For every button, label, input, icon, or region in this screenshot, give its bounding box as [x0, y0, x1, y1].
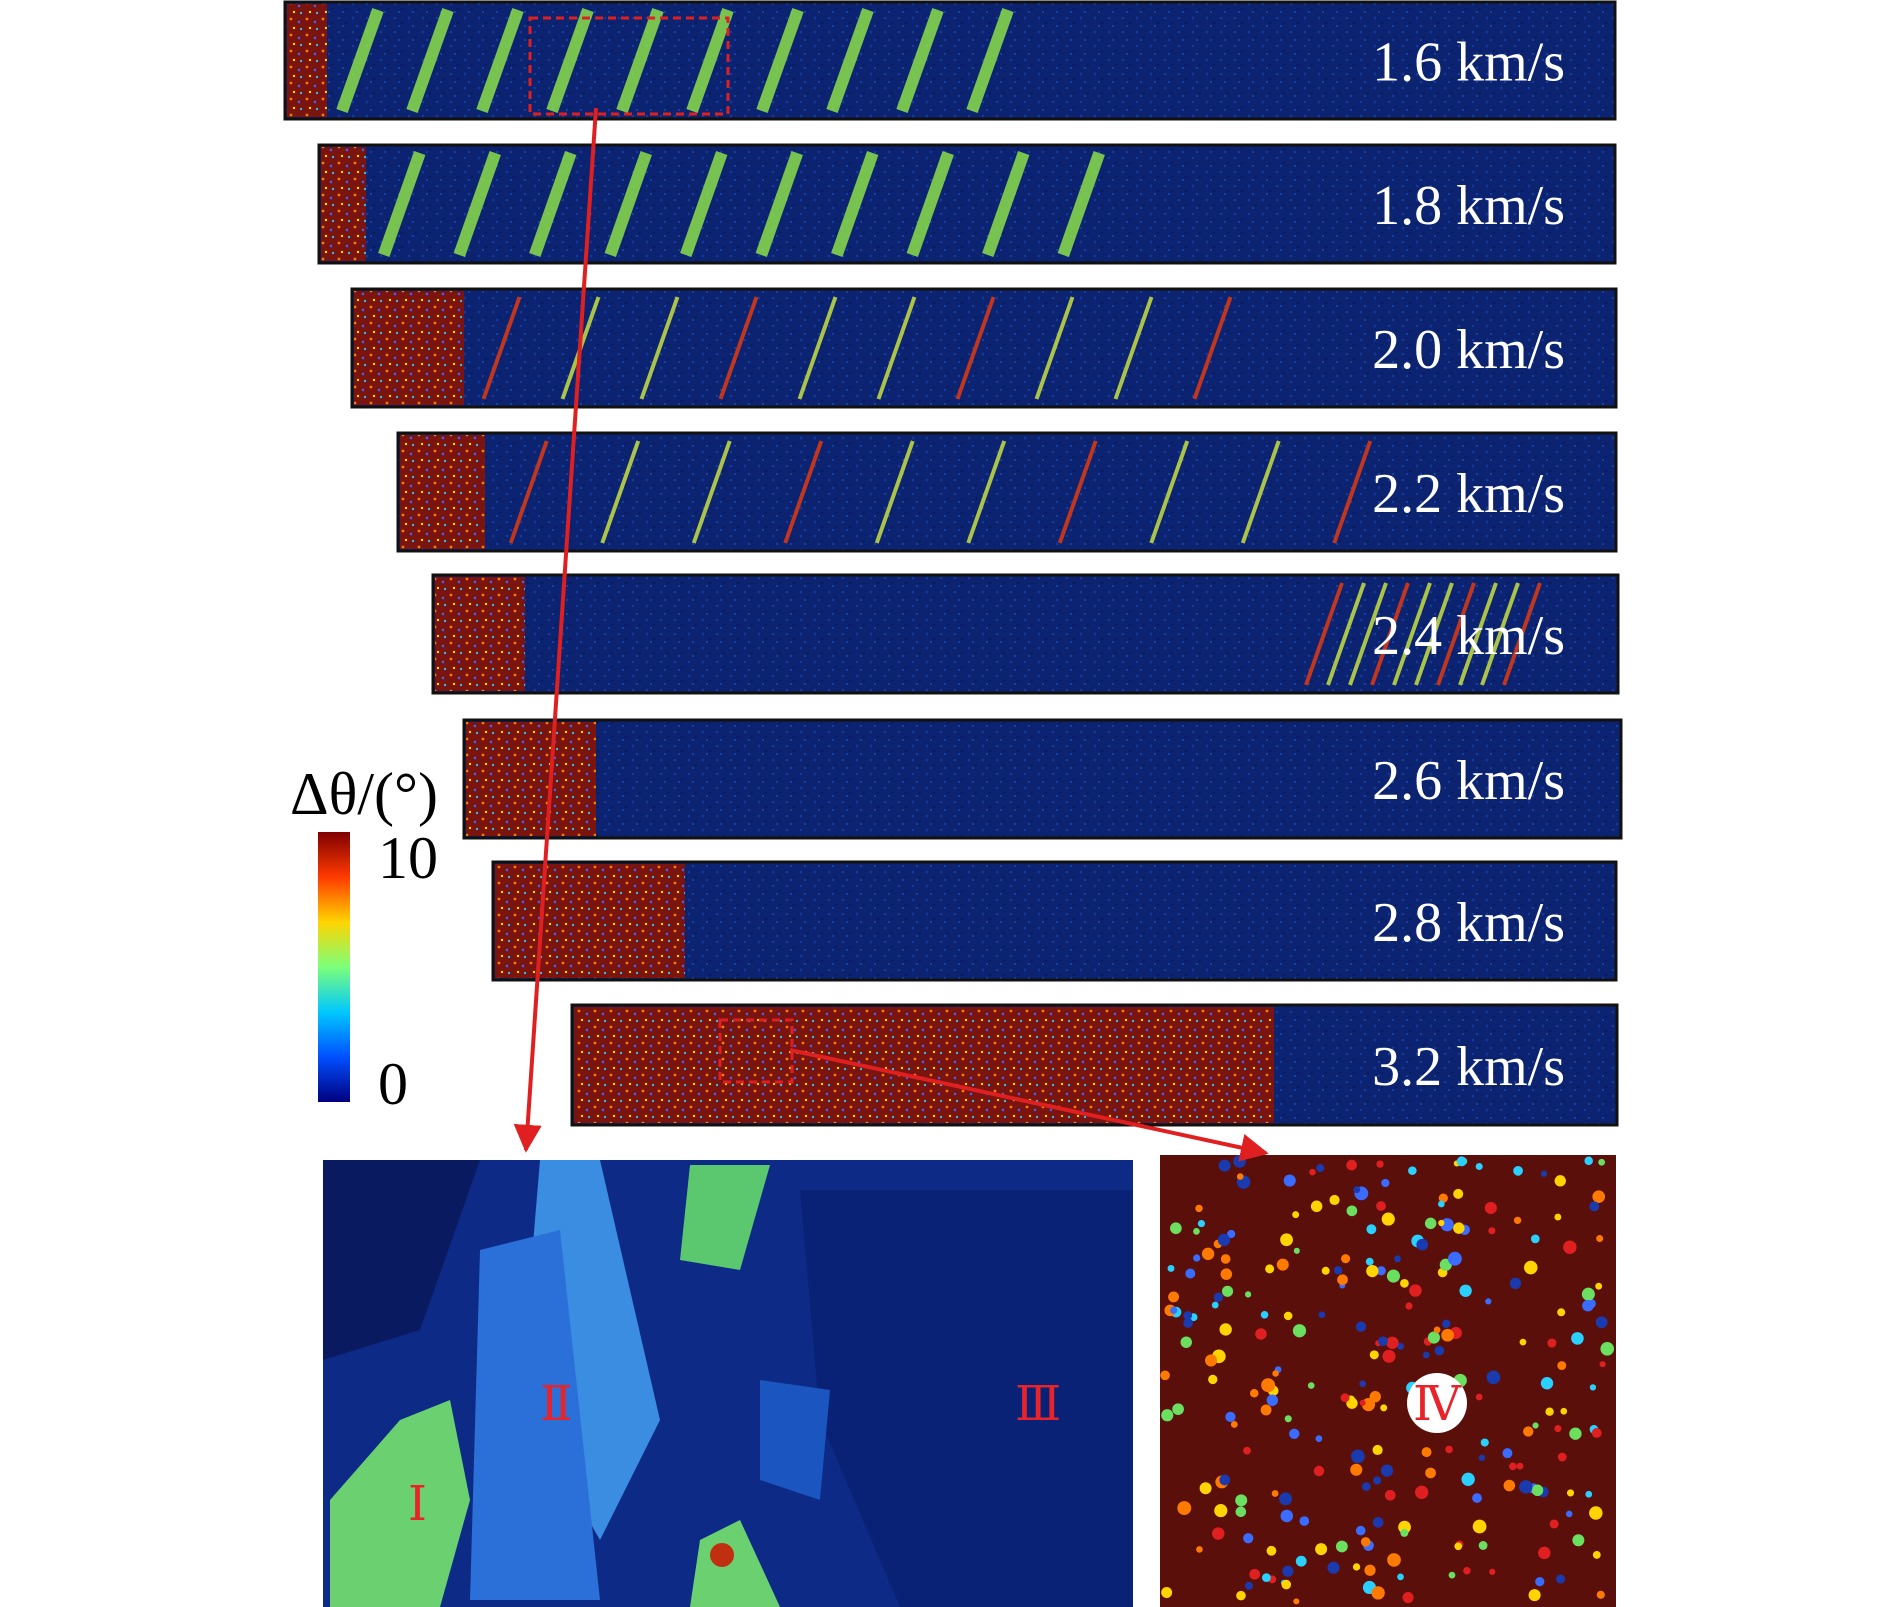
arrow-to-left-zoom — [513, 107, 598, 1153]
velocity-label: 2.0 km/s — [1372, 319, 1565, 381]
velocity-label: 1.8 km/s — [1372, 175, 1565, 237]
velocity-panel: 1.6 km/s — [283, 0, 1617, 121]
zoom-panel-left: Ⅰ Ⅱ Ⅲ — [323, 1160, 1133, 1607]
colorbar-max-label: 10 — [378, 825, 438, 891]
colorbar: Δθ/(°) 10 0 — [290, 761, 438, 1117]
colorbar-scale — [318, 832, 350, 1102]
colorbar-title: Δθ/(°) — [290, 761, 438, 827]
region-label-III: Ⅲ — [1015, 1378, 1061, 1431]
velocity-panel: 2.0 km/s — [350, 287, 1618, 409]
velocity-panel: 1.8 km/s — [317, 143, 1617, 265]
velocity-panel: 3.2 km/s — [570, 1003, 1619, 1127]
region-label-II: Ⅱ — [540, 1378, 573, 1431]
velocity-panel: 2.6 km/s — [462, 718, 1623, 840]
velocity-panel: 2.8 km/s — [491, 860, 1618, 982]
velocity-label: 2.2 km/s — [1372, 463, 1565, 525]
zoom-panel-right: Ⅳ — [1160, 1154, 1616, 1607]
region-label-I: Ⅰ — [408, 1478, 427, 1531]
highlight-box-1-6 — [528, 16, 730, 116]
arrow-to-right-zoom — [789, 1048, 1269, 1162]
highlight-box-3-2 — [718, 1018, 794, 1084]
region-label-IV: Ⅳ — [1413, 1378, 1462, 1431]
velocity-panel: 2.2 km/s — [396, 431, 1618, 553]
velocity-label: 3.2 km/s — [1372, 1036, 1565, 1098]
colorbar-min-label: 0 — [378, 1051, 408, 1117]
velocity-label: 2.8 km/s — [1372, 892, 1565, 954]
zoom-callouts — [513, 16, 1269, 1162]
velocity-label: 2.6 km/s — [1372, 750, 1565, 812]
velocity-panels: 1.6 km/s 1.8 km/s 2.0 km/s 2.2 km/s 2.4 km/s… — [283, 0, 1623, 1127]
velocity-panel: 2.4 km/s — [431, 573, 1620, 695]
velocity-label: 2.4 km/s — [1372, 605, 1565, 667]
region-label-IV-badge — [1407, 1373, 1467, 1433]
velocity-label: 1.6 km/s — [1372, 32, 1565, 94]
